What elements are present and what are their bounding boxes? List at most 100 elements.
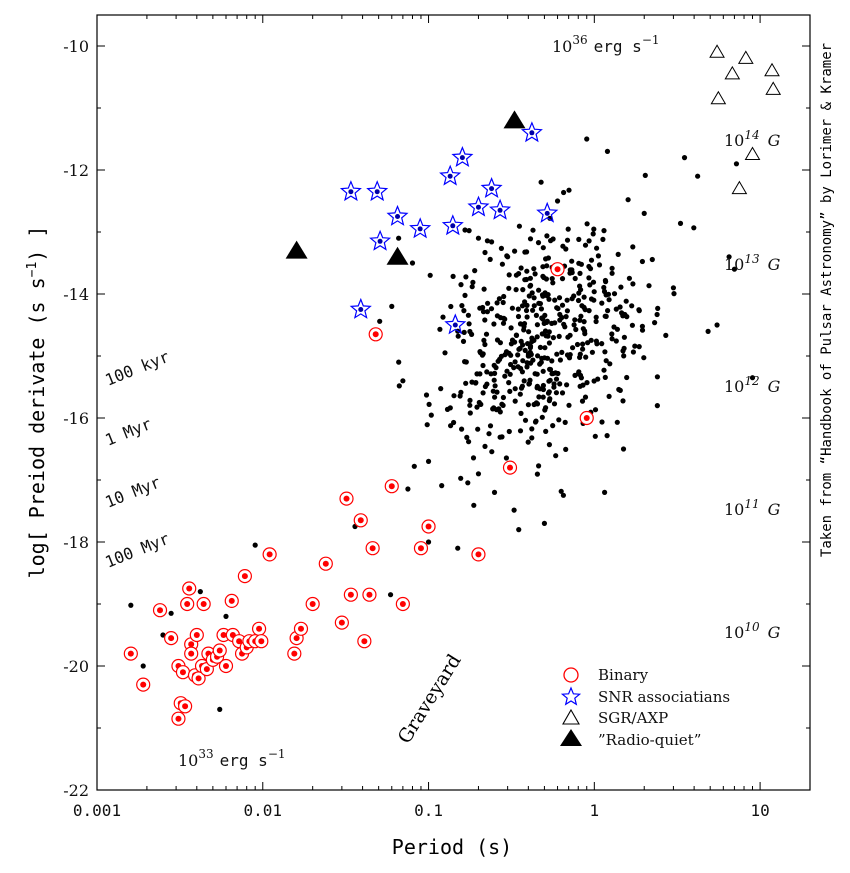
pulsar-point [726, 254, 732, 260]
snr-dot [475, 204, 481, 210]
pulsar-point [427, 272, 433, 278]
snr-dot [489, 186, 495, 192]
pulsar-point [439, 483, 445, 489]
pulsar-point [487, 256, 493, 262]
source-note: Taken from “Handbook of Pulsar Astronomy… [819, 43, 835, 557]
pulsar-point [532, 271, 538, 277]
pulsar-point [491, 377, 497, 383]
pulsar-point [491, 362, 497, 368]
bfield-label-1e14: 1014 G [724, 128, 781, 150]
y-tick-label: -10 [63, 37, 89, 56]
pulsar-point [484, 309, 490, 315]
pulsar-point [518, 410, 524, 416]
pulsar-point [613, 306, 619, 312]
pulsar-point [560, 492, 567, 498]
pulsar-point [512, 398, 518, 404]
pulsar-point [529, 290, 535, 296]
pulsar-point [489, 239, 495, 245]
bfield-label-1e12: 1012 G [724, 374, 781, 396]
pulsar-point [555, 370, 561, 377]
pulsar-point [540, 264, 546, 270]
binary-dot [291, 650, 298, 657]
pulsar-point [462, 227, 468, 233]
legend-item-binary: Binary [563, 666, 649, 684]
pulsar-point [442, 350, 448, 356]
pulsar-point [508, 352, 514, 358]
pulsar-point [475, 235, 482, 241]
pulsar-point [475, 471, 482, 477]
pulsar-point [516, 527, 522, 533]
snr-dot [544, 210, 550, 216]
pulsar-point [396, 359, 402, 365]
pulsar-point [465, 480, 471, 486]
pulsar-point [614, 419, 620, 425]
pulsar-point [567, 332, 573, 338]
snr-star [536, 201, 559, 223]
pulsar-point [525, 353, 531, 359]
pulsar-point [440, 314, 446, 320]
pulsar-point [544, 233, 550, 239]
pulsar-point [488, 371, 494, 377]
pulsar-point [512, 359, 518, 365]
pulsar-point [593, 314, 599, 320]
pulsar-point [546, 378, 552, 384]
legend-item-radio-quiet: ”Radio-quiet” [560, 729, 701, 749]
pulsar-point [499, 261, 505, 267]
pulsar-point [400, 378, 406, 384]
pulsar-point [522, 249, 528, 255]
binary-dot [583, 415, 590, 421]
pulsar-point [540, 273, 546, 279]
pulsar-point [516, 346, 522, 352]
pulsar-point [594, 245, 600, 251]
pulsar-point [592, 407, 599, 413]
pulsar-point [451, 393, 457, 399]
binary-dot [222, 663, 229, 669]
pulsar-point [618, 284, 624, 290]
pulsar-point [537, 344, 544, 350]
pulsar-point [670, 285, 677, 291]
pulsar-point [536, 463, 542, 469]
pulsar-point [652, 320, 658, 326]
pulsar-point [538, 306, 545, 312]
pulsar-point [424, 422, 430, 428]
binary-dot [507, 464, 514, 471]
pulsar-point [519, 303, 526, 309]
snr-dot [529, 130, 535, 136]
pulsar-point [489, 449, 495, 455]
pulsar-point [447, 405, 453, 411]
age-label-10myr: 10 Myr [102, 472, 163, 511]
legend-marker-sgr [562, 708, 580, 725]
y-tick-label: -12 [63, 161, 89, 180]
pulsar-point [531, 266, 537, 272]
pulsar-point [695, 173, 701, 179]
pulsar-point [511, 507, 517, 513]
pulsar-point [587, 266, 594, 272]
pulsar-point [535, 353, 541, 359]
pulsar-point [513, 287, 519, 293]
pulsar-point [624, 374, 630, 381]
pulsar-point [520, 358, 526, 364]
pulsar-point [501, 293, 507, 300]
pulsar-point [591, 226, 597, 232]
pulsar-point [564, 237, 571, 243]
pulsar-point [569, 258, 575, 264]
pulsar-point [547, 215, 553, 221]
pulsar-point [518, 385, 525, 391]
pulsar-point [609, 265, 615, 271]
pulsar-point [541, 320, 547, 326]
pulsar-point [593, 318, 599, 325]
pulsar-point [590, 231, 596, 237]
pulsar-point [558, 488, 564, 494]
binary-dot [256, 625, 263, 632]
pulsar-point [605, 308, 611, 314]
pulsar-point [603, 358, 609, 364]
pulsar-point [409, 260, 416, 266]
pulsar-point [517, 391, 523, 397]
pulsar-point [556, 417, 562, 423]
pulsar-point [470, 279, 476, 285]
binary-dot [127, 650, 134, 657]
snr-star [339, 180, 362, 202]
pulsar-point [636, 307, 642, 313]
sgr-triangle [744, 146, 761, 160]
pulsar-point [621, 334, 628, 340]
